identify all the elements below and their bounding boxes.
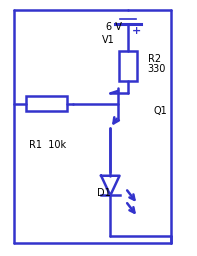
- Text: R1  10k: R1 10k: [29, 140, 66, 150]
- FancyBboxPatch shape: [119, 51, 137, 81]
- FancyBboxPatch shape: [26, 96, 67, 111]
- Text: Q1: Q1: [154, 106, 167, 116]
- Text: +: +: [132, 26, 141, 36]
- Text: 6 V: 6 V: [106, 22, 122, 32]
- Text: V1: V1: [102, 35, 115, 45]
- Text: D1: D1: [97, 188, 110, 198]
- Text: 330: 330: [148, 64, 166, 74]
- Text: R2: R2: [148, 54, 161, 64]
